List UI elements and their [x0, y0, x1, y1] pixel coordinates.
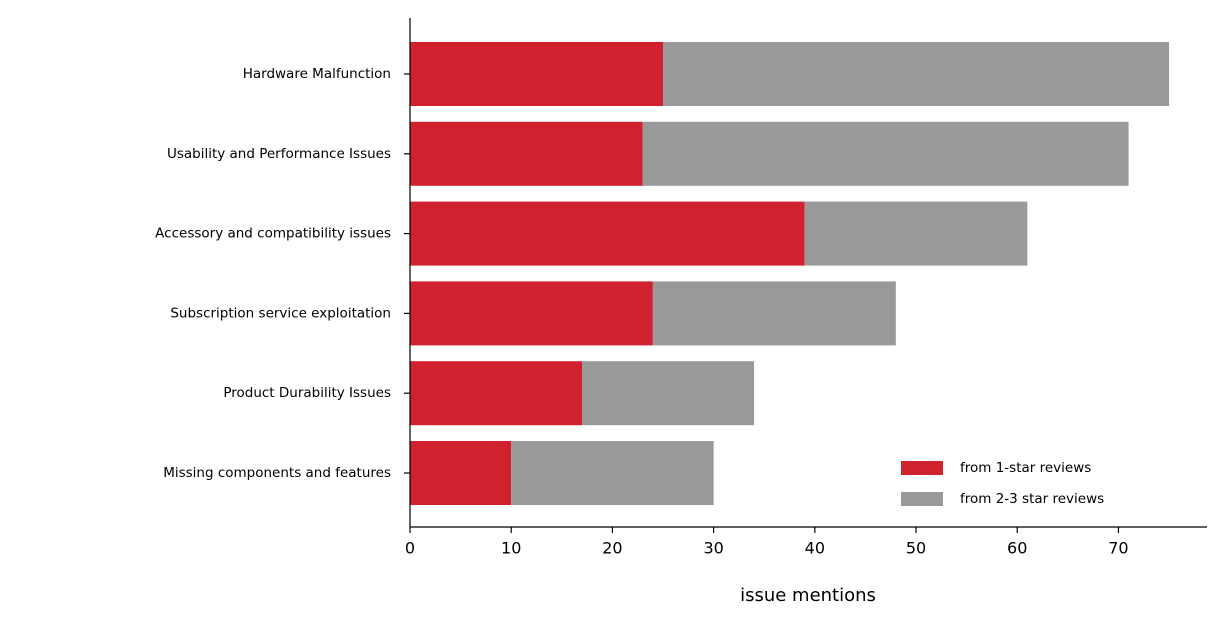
y-tick-label: Product Durability Issues — [223, 385, 391, 401]
y-tick-label: Missing components and features — [163, 465, 391, 481]
bar-segment — [511, 441, 714, 505]
legend-swatch — [901, 492, 943, 506]
bar-segment — [642, 121, 1129, 186]
x-tick-label: 30 — [703, 539, 723, 558]
y-tick-label: Usability and Performance Issues — [167, 146, 391, 162]
x-axis-label: issue mentions — [740, 585, 876, 606]
bar-segment — [410, 281, 653, 346]
y-tick-label: Accessory and compatibility issues — [155, 226, 391, 242]
bar-segment — [410, 42, 664, 106]
x-tick-label: 40 — [805, 539, 825, 558]
legend-label: from 1-star reviews — [960, 460, 1091, 476]
bar-segment — [410, 121, 643, 186]
y-tick-label: Hardware Malfunction — [243, 66, 391, 82]
bar-segment — [804, 201, 1028, 266]
x-tick-label: 0 — [405, 539, 415, 558]
x-tick-label: 70 — [1108, 539, 1128, 558]
legend-label: from 2-3 star reviews — [960, 491, 1104, 507]
x-tick-label: 50 — [906, 539, 926, 558]
bar-segment — [652, 281, 896, 346]
legend-swatch — [901, 461, 943, 475]
x-tick-label: 10 — [501, 539, 521, 558]
x-tick-label: 60 — [1007, 539, 1027, 558]
bar-segment — [410, 441, 512, 505]
bar-segment — [410, 201, 805, 266]
bar-segment — [663, 42, 1170, 106]
y-tick-label: Subscription service exploitation — [170, 305, 391, 321]
bar-segment — [582, 361, 755, 426]
x-tick-label: 20 — [602, 539, 622, 558]
bar-segment — [410, 361, 583, 426]
